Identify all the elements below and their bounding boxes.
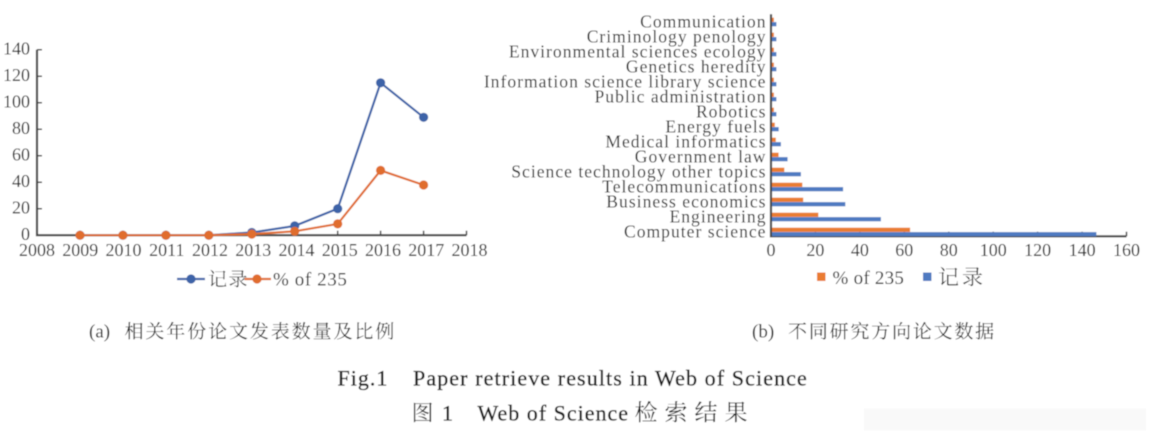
svg-text:20: 20 bbox=[12, 198, 30, 218]
svg-text:2018: 2018 bbox=[452, 240, 488, 260]
svg-text:Computer science: Computer science bbox=[624, 221, 767, 241]
svg-text:Paper retrieve results in Web: Paper retrieve results in Web of Science bbox=[413, 366, 808, 391]
svg-text:80: 80 bbox=[940, 240, 958, 260]
svg-text:Information science library sc: Information science library science bbox=[484, 71, 767, 91]
svg-text:Fig.1: Fig.1 bbox=[338, 366, 389, 391]
svg-text:2008: 2008 bbox=[19, 240, 55, 260]
svg-text:40: 40 bbox=[12, 171, 30, 191]
svg-text:(b): (b) bbox=[752, 322, 774, 343]
svg-text:20: 20 bbox=[806, 240, 824, 260]
svg-text:2017: 2017 bbox=[408, 240, 444, 260]
svg-text:Science technology other topic: Science technology other topics bbox=[511, 161, 766, 181]
svg-text:2012: 2012 bbox=[192, 240, 228, 260]
svg-text:Telecommunications: Telecommunications bbox=[602, 176, 766, 196]
svg-text:0: 0 bbox=[767, 240, 776, 260]
svg-text:2010: 2010 bbox=[106, 240, 142, 260]
svg-text:160: 160 bbox=[1113, 240, 1140, 260]
svg-text:100: 100 bbox=[3, 92, 30, 112]
svg-text:80: 80 bbox=[12, 118, 30, 138]
svg-text:Communication: Communication bbox=[640, 11, 766, 31]
svg-text:Engineering: Engineering bbox=[670, 206, 767, 226]
svg-text:140: 140 bbox=[3, 39, 30, 59]
svg-text:140: 140 bbox=[1069, 240, 1096, 260]
svg-text:Energy fuels: Energy fuels bbox=[665, 116, 766, 136]
svg-text:Robotics: Robotics bbox=[696, 101, 767, 121]
svg-text:% of 235: % of 235 bbox=[273, 270, 347, 291]
svg-text:40: 40 bbox=[851, 240, 869, 260]
svg-text:Criminology penology: Criminology penology bbox=[587, 26, 767, 46]
svg-text:100: 100 bbox=[980, 240, 1007, 260]
svg-text:2016: 2016 bbox=[365, 240, 401, 260]
svg-text:Web of Science: Web of Science bbox=[478, 401, 630, 426]
svg-text:2013: 2013 bbox=[235, 240, 271, 260]
svg-text:1: 1 bbox=[442, 401, 453, 426]
svg-text:120: 120 bbox=[3, 65, 30, 85]
svg-text:Government law: Government law bbox=[635, 146, 767, 166]
svg-text:Environmental sciences ecology: Environmental sciences ecology bbox=[509, 41, 767, 61]
svg-text:Medical informatics: Medical informatics bbox=[605, 131, 766, 151]
svg-text:120: 120 bbox=[1024, 240, 1051, 260]
svg-text:Public administration: Public administration bbox=[595, 86, 767, 106]
svg-text:0: 0 bbox=[21, 224, 30, 244]
svg-text:60: 60 bbox=[12, 145, 30, 165]
svg-text:(a): (a) bbox=[89, 322, 110, 343]
svg-text:% of 235: % of 235 bbox=[833, 268, 905, 289]
svg-text:2015: 2015 bbox=[322, 240, 358, 260]
svg-text:2014: 2014 bbox=[279, 240, 315, 260]
svg-text:Genetics heredity: Genetics heredity bbox=[626, 56, 767, 76]
svg-text:60: 60 bbox=[895, 240, 913, 260]
svg-text:2011: 2011 bbox=[149, 240, 184, 260]
svg-text:2009: 2009 bbox=[62, 240, 98, 260]
svg-text:Business economics: Business economics bbox=[606, 191, 766, 211]
